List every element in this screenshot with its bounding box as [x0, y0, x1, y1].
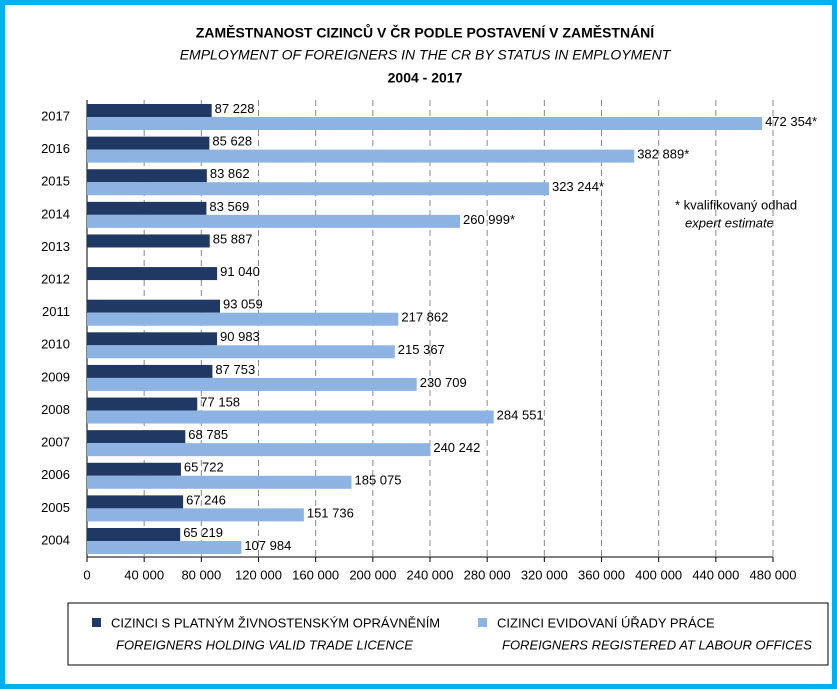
- bar: [87, 136, 210, 150]
- value-label: 83 862: [210, 166, 250, 181]
- value-label: 87 753: [215, 362, 255, 377]
- x-tick-label: 240 000: [407, 567, 454, 582]
- value-label: 472 354*: [765, 114, 817, 129]
- bar: [87, 475, 352, 489]
- bar: [87, 430, 186, 444]
- y-tick-label: 2016: [41, 141, 70, 156]
- bar: [87, 443, 431, 457]
- bar: [87, 104, 212, 117]
- x-tick-label: 280 000: [464, 567, 511, 582]
- x-tick-label: 480 000: [750, 567, 797, 582]
- x-tick-label: 200 000: [349, 567, 396, 582]
- x-tick-label: 80 000: [181, 567, 221, 582]
- value-label: 77 158: [200, 394, 240, 409]
- legend-swatch: [478, 618, 487, 627]
- bar: [87, 267, 218, 281]
- bar: [87, 299, 220, 313]
- x-tick-label: 400 000: [635, 567, 682, 582]
- y-tick-label: 2007: [41, 435, 70, 450]
- y-tick-label: 2010: [41, 337, 70, 352]
- value-label: 151 736: [307, 505, 354, 520]
- bar: [87, 364, 213, 378]
- x-tick-label: 440 000: [692, 567, 739, 582]
- value-label: 87 228: [215, 101, 255, 116]
- value-label: 65 722: [184, 460, 224, 475]
- value-label: 215 367: [398, 342, 445, 357]
- y-tick-label: 2011: [42, 304, 70, 319]
- value-label: 323 244*: [552, 179, 604, 194]
- y-tick-label: 2006: [41, 467, 70, 482]
- legend-label: FOREIGNERS HOLDING VALID TRADE LICENCE: [116, 637, 413, 652]
- value-label: 217 862: [401, 310, 448, 325]
- legend: [67, 602, 829, 666]
- x-tick-label: 0: [83, 567, 90, 582]
- value-label: 185 075: [355, 473, 402, 488]
- y-tick-label: 2013: [41, 239, 70, 254]
- y-tick-label: 2015: [41, 174, 70, 189]
- bar: [87, 495, 184, 509]
- bar: [87, 410, 494, 424]
- value-label: 230 709: [420, 375, 467, 390]
- y-tick-label: 2004: [41, 532, 70, 547]
- y-tick-label: 2005: [41, 500, 70, 515]
- y-tick-label: 2012: [41, 272, 70, 287]
- bar: [87, 312, 399, 326]
- legend-swatch: [92, 618, 101, 627]
- chart-period: 2004 - 2017: [388, 70, 463, 86]
- y-tick-label: 2014: [41, 206, 70, 221]
- annotation: expert estimate: [685, 215, 774, 230]
- bar: [87, 169, 207, 183]
- value-label: 85 628: [212, 134, 252, 149]
- value-label: 67 246: [186, 492, 226, 507]
- bar: [87, 462, 181, 476]
- x-tick-label: 120 000: [235, 567, 282, 582]
- y-tick-label: 2009: [41, 369, 70, 384]
- x-tick-label: 320 000: [521, 567, 568, 582]
- chart-subtitle: EMPLOYMENT OF FOREIGNERS IN THE CR BY ST…: [180, 47, 672, 63]
- bar: [87, 377, 417, 391]
- x-tick-label: 360 000: [578, 567, 625, 582]
- bar: [87, 234, 210, 248]
- bar: [87, 182, 549, 196]
- bar: [87, 345, 395, 359]
- bar: [87, 508, 304, 522]
- value-label: 93 059: [223, 297, 263, 312]
- legend-label: CIZINCI S PLATNÝM ŽIVNOSTENSKÝM OPRÁVNĚN…: [111, 615, 440, 630]
- bar: [87, 397, 198, 411]
- value-label: 240 242: [433, 440, 480, 455]
- value-label: 260 999*: [463, 212, 515, 227]
- bar: [87, 201, 207, 215]
- annotation: * kvalifikovaný odhad: [675, 197, 797, 212]
- legend-label: CIZINCI EVIDOVANÍ ÚŘADY PRÁCE: [497, 615, 715, 630]
- chart-title: ZAMĚSTNANOST CIZINCŮ V ČR PODLE POSTAVEN…: [196, 23, 655, 41]
- bar: [87, 541, 242, 554]
- x-tick-label: 40 000: [124, 567, 164, 582]
- value-label: 85 887: [213, 231, 253, 246]
- value-label: 83 569: [209, 199, 249, 214]
- bar: [87, 117, 763, 130]
- bar: [87, 528, 181, 541]
- bar: [87, 214, 461, 228]
- value-label: 68 785: [188, 427, 228, 442]
- legend-label: FOREIGNERS REGISTERED AT LABOUR OFFICES: [502, 637, 812, 652]
- value-label: 65 219: [183, 525, 223, 540]
- value-label: 284 551: [497, 407, 544, 422]
- value-label: 382 889*: [637, 147, 689, 162]
- bar: [87, 332, 218, 346]
- value-label: 90 983: [220, 329, 260, 344]
- bar: [87, 149, 635, 163]
- value-label: 91 040: [220, 264, 260, 279]
- y-tick-label: 2008: [41, 402, 70, 417]
- value-label: 107 984: [244, 538, 291, 553]
- x-tick-label: 160 000: [292, 567, 339, 582]
- y-tick-label: 2017: [41, 108, 70, 123]
